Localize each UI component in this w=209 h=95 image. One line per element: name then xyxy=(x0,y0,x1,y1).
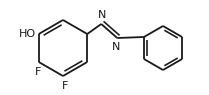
Text: F: F xyxy=(62,81,68,91)
Text: N: N xyxy=(98,10,106,20)
Text: HO: HO xyxy=(19,29,36,39)
Text: N: N xyxy=(112,42,120,52)
Text: F: F xyxy=(34,67,41,77)
